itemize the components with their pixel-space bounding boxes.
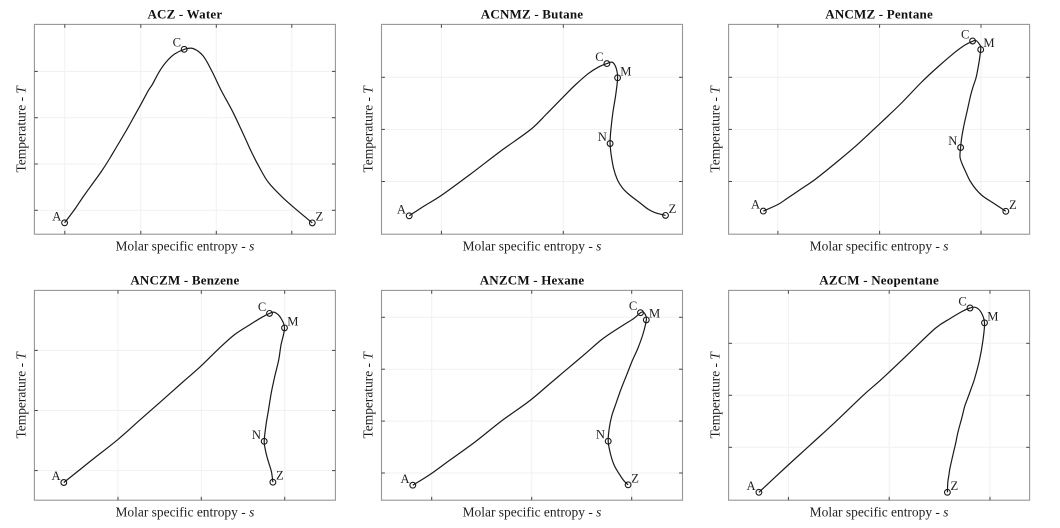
svg-text:ACZ - Water: ACZ - Water (147, 7, 222, 22)
svg-text:A: A (400, 472, 409, 486)
svg-text:C: C (629, 299, 637, 313)
svg-text:Temperature - T: Temperature - T (708, 351, 723, 439)
svg-text:C: C (958, 294, 966, 308)
svg-text:A: A (747, 479, 756, 493)
svg-text:AZCM - Neopentane: AZCM - Neopentane (819, 273, 939, 288)
svg-text:Z: Z (951, 479, 959, 493)
svg-text:Temperature - T: Temperature - T (13, 85, 28, 173)
svg-text:N: N (596, 428, 605, 442)
svg-text:Z: Z (669, 202, 677, 216)
svg-text:A: A (751, 198, 760, 212)
svg-text:N: N (948, 134, 957, 148)
svg-text:ACNMZ - Butane: ACNMZ - Butane (481, 7, 583, 22)
svg-text:Z: Z (276, 469, 284, 483)
svg-text:Molar specific entropy - s: Molar specific entropy - s (115, 504, 254, 519)
svg-text:C: C (258, 300, 266, 314)
svg-text:N: N (252, 428, 261, 442)
svg-text:ANCMZ - Pentane: ANCMZ - Pentane (825, 7, 933, 22)
svg-text:A: A (51, 469, 60, 483)
svg-text:Temperature - T: Temperature - T (360, 351, 375, 439)
svg-text:Molar specific entropy - s: Molar specific entropy - s (810, 238, 949, 253)
svg-text:Temperature - T: Temperature - T (13, 351, 28, 439)
svg-text:C: C (173, 36, 181, 50)
svg-text:Molar specific entropy - s: Molar specific entropy - s (463, 238, 602, 253)
svg-text:M: M (649, 307, 660, 321)
svg-text:Z: Z (631, 471, 639, 485)
svg-text:Molar specific entropy - s: Molar specific entropy - s (810, 504, 949, 519)
svg-text:C: C (595, 50, 603, 64)
svg-text:ANCZM - Benzene: ANCZM - Benzene (130, 273, 239, 288)
svg-text:C: C (961, 27, 969, 41)
svg-text:Temperature - T: Temperature - T (708, 85, 723, 173)
svg-text:Z: Z (1009, 198, 1017, 212)
svg-text:N: N (598, 130, 607, 144)
svg-text:M: M (287, 315, 298, 329)
svg-text:Molar specific entropy - s: Molar specific entropy - s (463, 504, 602, 519)
svg-text:M: M (987, 309, 998, 323)
svg-text:M: M (983, 36, 994, 50)
svg-text:A: A (397, 202, 406, 216)
svg-text:Z: Z (315, 209, 323, 223)
svg-text:ANZCM - Hexane: ANZCM - Hexane (480, 273, 585, 288)
svg-text:A: A (52, 209, 61, 223)
svg-text:M: M (620, 64, 631, 78)
svg-text:Molar specific entropy - s: Molar specific entropy - s (115, 238, 254, 253)
svg-text:Temperature - T: Temperature - T (360, 85, 375, 173)
